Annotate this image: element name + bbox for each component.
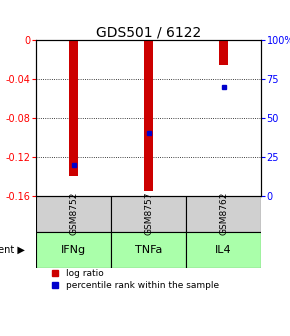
Title: GDS501 / 6122: GDS501 / 6122 [96,25,201,39]
Text: GSM8757: GSM8757 [144,192,153,236]
Text: IFNg: IFNg [61,245,86,255]
Text: agent ▶: agent ▶ [0,245,25,255]
Bar [36,232,111,268]
Bar [144,40,153,191]
Text: TNFa: TNFa [135,245,162,255]
Bar [111,196,186,232]
Text: IL4: IL4 [215,245,232,255]
Text: GSM8752: GSM8752 [69,192,78,235]
Bar [111,232,186,268]
Bar [69,40,78,176]
Text: GSM8762: GSM8762 [219,192,228,235]
Bar [186,196,261,232]
Legend: log ratio, percentile rank within the sample: log ratio, percentile rank within the sa… [52,269,219,290]
Bar [219,40,228,65]
Bar [186,232,261,268]
Bar [36,196,111,232]
